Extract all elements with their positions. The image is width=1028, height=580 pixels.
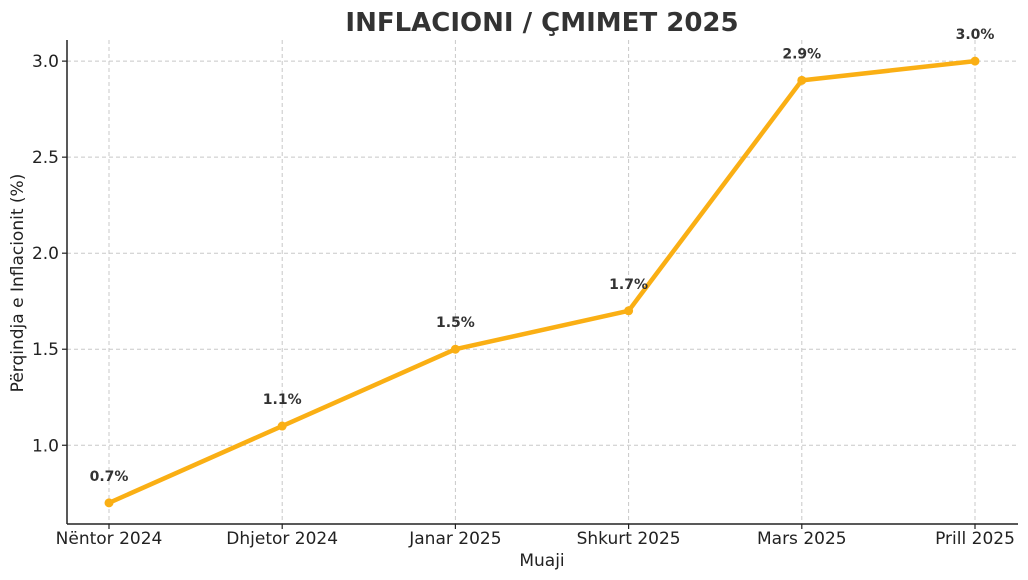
data-label: 2.9% — [782, 46, 821, 62]
y-tick-label: 2.5 — [32, 148, 59, 168]
data-label: 0.7% — [90, 469, 129, 485]
chart-title: INFLACIONI / ÇMIMET 2025 — [345, 8, 738, 38]
y-tick-label: 2.0 — [32, 244, 59, 264]
y-axis-title: Përqindja e Inflacionit (%) — [8, 174, 28, 393]
x-tick-label: Prill 2025 — [935, 529, 1015, 549]
x-tick-label: Dhjetor 2024 — [226, 529, 338, 549]
data-label: 1.1% — [263, 392, 302, 408]
tick-labels: Nëntor 2024 Dhjetor 2024 Janar 2025 Shkurt … — [32, 52, 1015, 549]
data-point — [624, 306, 634, 316]
data-label: 1.5% — [436, 315, 475, 331]
grid — [67, 40, 1018, 524]
series-line — [106, 58, 978, 506]
x-tick-label: Nëntor 2024 — [56, 529, 163, 549]
data-point — [970, 56, 980, 66]
x-tick-label: Shkurt 2025 — [577, 529, 681, 549]
data-label: 1.7% — [609, 277, 648, 293]
data-labels: 0.7% 1.1% 1.5% 1.7% 2.9% 3.0% — [90, 27, 995, 485]
x-tick-label: Mars 2025 — [757, 529, 847, 549]
axes — [66, 40, 1018, 525]
y-tick-label: 1.0 — [32, 436, 59, 456]
y-tick-label: 3.0 — [32, 52, 59, 72]
data-point — [797, 75, 807, 85]
data-label: 3.0% — [956, 27, 995, 43]
series-inflation — [104, 56, 980, 508]
y-tick-label: 1.5 — [32, 340, 59, 360]
data-point — [104, 498, 114, 508]
data-point — [277, 421, 287, 431]
data-point — [450, 344, 460, 354]
x-tick-label: Janar 2025 — [408, 529, 501, 549]
x-axis-title: Muaji — [519, 551, 564, 571]
